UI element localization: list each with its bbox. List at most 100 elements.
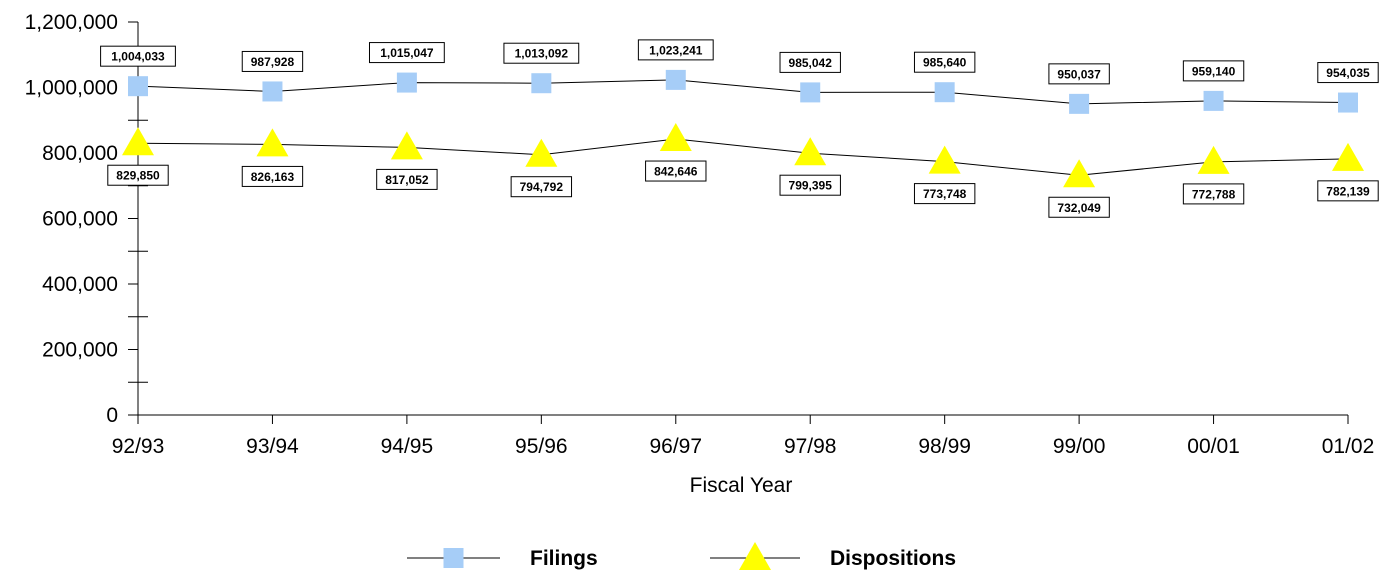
series-lines [137, 79, 1349, 176]
data-label-box [241, 165, 304, 187]
data-labels: 1,004,033 987,928 1,015,047 1,013,092 1,023,… [100, 39, 1379, 218]
data-label-text: 794,792 [520, 180, 564, 194]
dispositions-data-label: 829,850 [107, 164, 169, 186]
y-tick-label: 1,200,000 [25, 11, 118, 34]
dispositions-point [1063, 159, 1096, 188]
data-label-box [107, 164, 169, 186]
data-label-box [1317, 62, 1379, 84]
filings-point [1069, 93, 1090, 114]
data-label-text: 1,013,092 [515, 47, 569, 61]
x-tick-label: 96/97 [649, 435, 702, 458]
x-tick-label: 01/02 [1322, 435, 1375, 458]
filings-point [531, 73, 552, 94]
data-label-text: 782,139 [1326, 184, 1370, 198]
data-label-box [510, 176, 573, 198]
data-label-text: 987,928 [251, 55, 295, 69]
data-label-box [637, 39, 714, 61]
dispositions-point [390, 131, 423, 160]
data-label-box [645, 160, 707, 182]
dispositions-point [928, 145, 961, 174]
filings-data-label: 1,004,033 [100, 45, 176, 67]
data-label-box [779, 174, 841, 196]
data-label-text: 1,023,241 [649, 43, 703, 57]
data-label-text: 985,042 [789, 56, 833, 70]
filings-line [137, 79, 1349, 105]
data-label-box [1182, 60, 1245, 82]
series-markers [122, 69, 1364, 188]
data-label-box [1048, 196, 1110, 218]
filings-data-label: 985,042 [779, 51, 841, 73]
legend-label: Dispositions [830, 547, 956, 570]
dispositions-data-label: 826,163 [241, 165, 304, 187]
data-label-text: 1,004,033 [111, 50, 165, 64]
dispositions-line [137, 138, 1349, 176]
filings-point [934, 82, 955, 103]
dispositions-data-label: 772,788 [1182, 183, 1245, 205]
dispositions-data-label: 799,395 [779, 174, 841, 196]
filings-data-label: 1,023,241 [637, 39, 714, 61]
data-label-box [1317, 180, 1379, 202]
filings-point [1203, 90, 1224, 111]
dispositions-point [256, 128, 289, 157]
data-label-text: 829,850 [116, 169, 160, 183]
data-label-text: 772,788 [1192, 187, 1236, 201]
filings-point [1338, 92, 1358, 113]
dispositions-point [1197, 145, 1230, 174]
data-label-text: 954,035 [1326, 66, 1370, 80]
filings-point [800, 82, 821, 103]
data-label-box [1048, 63, 1110, 85]
data-label-text: 817,052 [385, 173, 429, 187]
y-tick-label: 400,000 [42, 273, 118, 296]
x-tick-label: 98/99 [918, 435, 971, 458]
filings-point [128, 76, 148, 97]
data-label-box [376, 168, 438, 190]
legend-marker-dispositions [739, 542, 771, 570]
data-label-box [913, 183, 976, 205]
dispositions-data-label: 817,052 [376, 168, 438, 190]
x-tick-label: 95/96 [515, 435, 568, 458]
legend-item-dispositions: Dispositions [710, 542, 956, 570]
dispositions-data-label: 782,139 [1317, 180, 1379, 202]
filings-data-label: 954,035 [1317, 62, 1379, 84]
x-tick-label: 92/93 [112, 435, 165, 458]
dispositions-data-label: 794,792 [510, 176, 573, 198]
legend-item-filings: Filings [407, 547, 598, 570]
y-tick-label: 0 [106, 404, 118, 427]
data-label-box [1182, 183, 1245, 205]
data-label-text: 950,037 [1057, 67, 1101, 81]
dispositions-data-label: 732,049 [1048, 196, 1110, 218]
filings-point [665, 69, 686, 90]
data-label-text: 1,015,047 [380, 46, 434, 60]
x-tick-label: 97/98 [784, 435, 837, 458]
data-label-text: 732,049 [1057, 201, 1101, 215]
filings-data-label: 959,140 [1182, 60, 1245, 82]
data-label-box [368, 42, 445, 64]
data-label-box [913, 51, 976, 73]
data-label-box [100, 45, 176, 67]
data-label-box [503, 42, 580, 64]
filings-data-label: 987,928 [241, 50, 304, 72]
filings-data-label: 1,015,047 [368, 42, 445, 64]
data-label-text: 773,748 [923, 187, 967, 201]
legend-marker-filings [443, 548, 464, 568]
x-tick-label: 93/94 [246, 435, 299, 458]
y-tick-label: 600,000 [42, 208, 118, 231]
filings-data-label: 985,640 [913, 51, 976, 73]
x-tick-label: 94/95 [381, 435, 434, 458]
filings-data-label: 950,037 [1048, 63, 1110, 85]
dispositions-point [122, 127, 154, 156]
data-label-box [779, 51, 841, 73]
x-axis-title: Fiscal Year [690, 474, 793, 497]
data-label-text: 799,395 [789, 179, 833, 193]
dispositions-point [1332, 142, 1364, 171]
data-label-box [241, 50, 304, 72]
legend-label: Filings [530, 547, 598, 570]
y-tick-label: 1,000,000 [25, 77, 118, 100]
data-label-text: 959,140 [1192, 64, 1236, 78]
chart-axes: 0 200,000 400,000 600,000 800,000 1,000,000 1,… [25, 11, 1375, 458]
dispositions-point [525, 138, 558, 167]
y-tick-label: 200,000 [42, 339, 118, 362]
dispositions-data-label: 842,646 [645, 160, 707, 182]
dispositions-point [794, 137, 827, 166]
